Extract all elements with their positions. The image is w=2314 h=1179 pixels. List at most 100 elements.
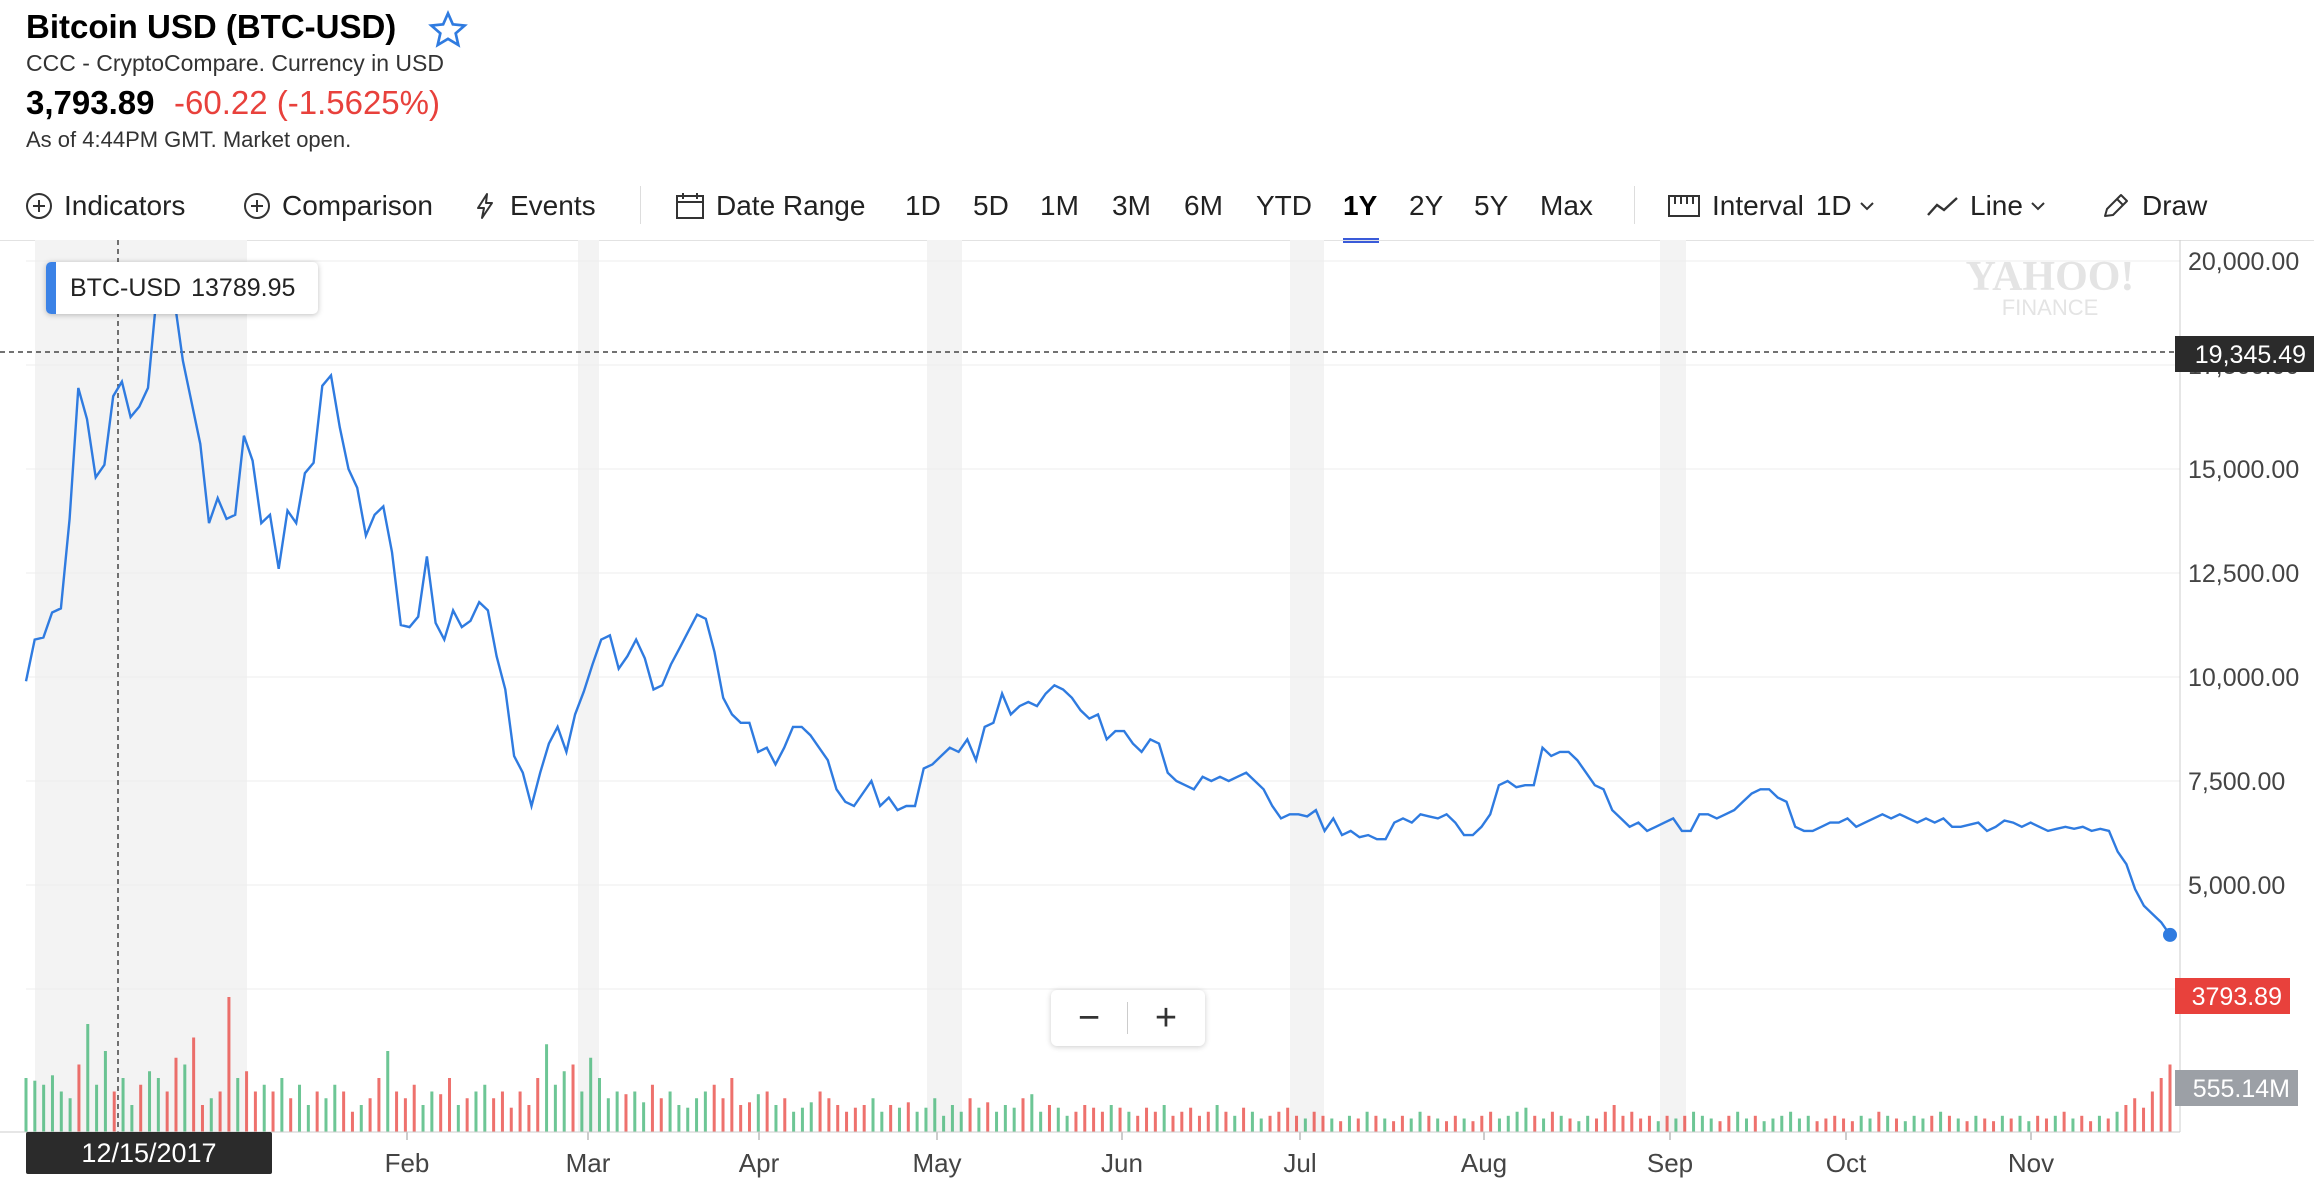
volume-bar [1224,1111,1228,1132]
volume-bar [756,1094,760,1132]
range-1d[interactable]: 1D [905,190,941,221]
volume-bar [315,1091,319,1132]
volume-bar [915,1111,919,1132]
volume-bar [103,1051,107,1132]
date-range-label: Date Range [716,190,866,221]
chart-type-button[interactable]: Line [1926,190,2057,222]
volume-bar [1727,1115,1731,1132]
volume-bar [1330,1118,1334,1132]
volume-bar [1674,1118,1678,1132]
range-ytd[interactable]: YTD [1256,190,1312,221]
volume-bar [1259,1118,1263,1132]
volume-bar [236,1078,240,1132]
volume-bar [2124,1105,2128,1132]
price-chart[interactable]: YAHOO! FINANCE 20,000.0017,500.0015,000.… [0,240,2314,1179]
toolbar-divider [1634,186,1635,224]
draw-button[interactable]: Draw [2100,190,2207,222]
volume-bar [809,1102,813,1132]
volume-bar [1744,1118,1748,1132]
range-max[interactable]: Max [1540,190,1593,221]
zoom-out-button[interactable]: − [1077,997,1101,1039]
volume-bar [271,1091,275,1132]
volume-bar [1780,1115,1784,1132]
volume-bar [218,1091,222,1132]
volume-bar [686,1107,690,1132]
volume-bar [527,1105,531,1132]
events-button[interactable]: Events [470,190,596,222]
crosshair-date-badge: 12/15/2017 [26,1132,272,1174]
events-label: Events [510,190,596,221]
volume-bar [192,1037,196,1132]
volume-bar [1886,1115,1890,1132]
market-status: As of 4:44PM GMT. Market open. [26,127,352,152]
volume-bar [2089,1121,2093,1132]
volume-bar [465,1098,469,1132]
volume-bar [1347,1115,1351,1132]
interval-button[interactable]: Interval 1D [1666,190,1886,222]
volume-bar [1100,1111,1104,1132]
volume-bar [730,1078,734,1132]
volume-badge: 555.14M [2175,1070,2298,1106]
volume-bar [659,1098,663,1132]
volume-bar [1515,1111,1519,1132]
interval-value: 1D [1815,190,1852,221]
volume-bar [624,1094,628,1132]
volume-bar [1321,1115,1325,1132]
volume-bar [439,1094,443,1132]
range-1y[interactable]: 1Y [1343,190,1378,221]
volume-bar [1030,1094,1034,1132]
volume-bar [1586,1115,1590,1132]
toolbar-border [0,240,2314,241]
volume-bar [897,1107,901,1132]
volume-bar [986,1102,990,1132]
volume-bar [668,1091,672,1132]
y-tick-label: 10,000.00 [2188,664,2299,692]
volume-bar [183,1064,187,1132]
volume-bar [68,1098,72,1132]
gridlines [26,260,2180,990]
volume-bar [2115,1111,2119,1132]
volume-bar [1215,1105,1219,1132]
line-chart-icon [1927,197,1958,216]
volume-bar [1250,1111,1254,1132]
volume-bar [298,1084,302,1132]
zoom-in-button[interactable]: + [1154,997,1178,1039]
volume-bar [483,1084,487,1132]
volume-bar [1709,1118,1713,1132]
range-1m[interactable]: 1M [1040,190,1079,221]
volume-bar [1947,1115,1951,1132]
volume-bar [324,1098,328,1132]
volume-bar [1683,1115,1687,1132]
volume-bar [1180,1111,1184,1132]
range-5d[interactable]: 5D [973,190,1009,221]
volume-bar [42,1084,46,1132]
indicators-button[interactable]: Indicators [24,190,185,222]
volume-bar [386,1051,390,1132]
range-6m[interactable]: 6M [1184,190,1223,221]
volume-bar [1568,1118,1572,1132]
x-tick-label: Sep [1647,1148,1693,1178]
pencil-icon [2104,194,2128,217]
volume-bar [1356,1118,1360,1132]
volume-bar [1912,1115,1916,1132]
volume-bar [942,1115,946,1132]
volume-bar [1974,1115,1978,1132]
range-5y[interactable]: 5Y [1474,190,1509,221]
volume-bar [509,1107,513,1132]
star-icon[interactable] [428,10,468,50]
date-range-button[interactable]: Date Range [674,190,865,222]
volume-bar [995,1111,999,1132]
volume-bar [739,1105,743,1132]
range-3m[interactable]: 3M [1112,190,1151,221]
series-color-swatch [46,262,56,314]
range-2y[interactable]: 2Y [1409,190,1444,221]
volume-bar [2097,1115,2101,1132]
last-price-dot [2163,927,2177,942]
comparison-button[interactable]: Comparison [242,190,433,222]
volume-bar [1559,1115,1563,1132]
volume-bar [1303,1118,1307,1132]
volume-bar [2150,1091,2154,1132]
volume-bar [1692,1111,1696,1132]
volume-bar [606,1098,610,1132]
volume-bar [165,1091,169,1132]
